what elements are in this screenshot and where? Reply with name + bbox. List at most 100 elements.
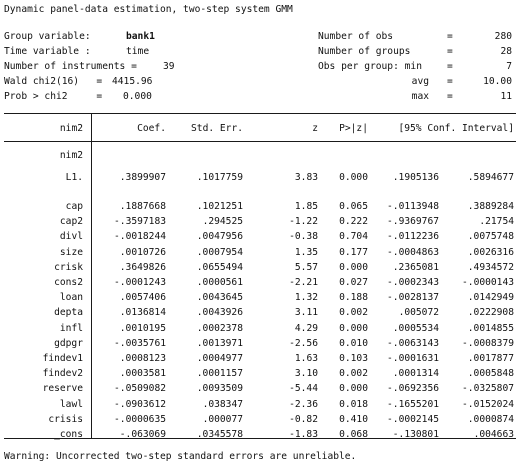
table-top-rule	[4, 113, 516, 114]
row-se: .0004977	[196, 353, 243, 364]
row-name: findev2	[42, 368, 83, 380]
row-se: .0043645	[196, 292, 243, 304]
row-p: 0.000	[339, 383, 368, 395]
row-ci-lower: -.0002343	[387, 277, 439, 288]
row-se: .0345578	[196, 429, 243, 440]
col-p: P>|z|	[339, 123, 368, 134]
row-z: 1.85	[294, 201, 318, 212]
row-coef: -.3597183	[114, 216, 166, 228]
row-name: gdpgr	[54, 337, 83, 349]
row-se: .1021251	[196, 201, 243, 212]
table-header-rule	[4, 141, 516, 142]
row-se: .038347	[202, 398, 243, 410]
row-ci-lower: .0005534	[392, 322, 439, 334]
row-ci-lower: .0001314	[392, 368, 439, 380]
row-name: loan	[59, 292, 83, 304]
row-coef: -.0903612	[114, 398, 166, 410]
col-z: z	[312, 123, 318, 134]
wald-value: 4415.96	[112, 76, 153, 87]
row-name: cap	[65, 201, 83, 212]
ngroups-label: Number of groups	[318, 46, 411, 57]
row-name: cons2	[54, 277, 83, 288]
row-ci-upper: .21754	[479, 216, 514, 228]
row-z: 3.83	[294, 172, 318, 183]
row-p: 0.065	[339, 201, 368, 212]
row-ci-lower: -.0113948	[387, 201, 439, 212]
row-ci-upper: -.0000143	[462, 277, 514, 288]
nobs-label: Number of obs	[318, 31, 394, 42]
row-p: 0.222	[339, 216, 368, 228]
time-variable-value: time	[126, 46, 150, 57]
row-ci-upper: .0017877	[467, 353, 514, 364]
row-ci-lower: -.0028137	[387, 292, 439, 304]
row-name: divl	[59, 231, 83, 243]
row-ci-upper: .0075748	[467, 231, 514, 243]
group-variable-value: bank1	[126, 31, 155, 42]
row-coef: .0136814	[119, 307, 166, 319]
row-se: .0007954	[196, 246, 243, 258]
row-coef: -.0000635	[114, 413, 166, 425]
row-se: .0043926	[196, 307, 243, 319]
time-variable-label: Time variable :	[4, 46, 91, 57]
row-se: .0655494	[196, 261, 243, 273]
row-p: 0.177	[339, 246, 368, 258]
row-name: _cons	[54, 429, 83, 440]
row-ci-lower: .2365081	[392, 261, 439, 273]
row-p: 0.027	[339, 277, 368, 288]
row-name: reserve	[42, 383, 83, 395]
row-z: -2.36	[289, 398, 318, 410]
nobs-eq: =	[447, 31, 453, 42]
row-z: -1.22	[289, 216, 318, 228]
obs-max-label: max	[411, 91, 429, 102]
obs-min-label: Obs per group: min	[318, 61, 422, 72]
row-p: 0.068	[339, 429, 368, 440]
obs-avg-eq: =	[447, 76, 453, 87]
row-z: 3.10	[294, 368, 318, 380]
row-z: 1.63	[294, 353, 318, 364]
row-se: .0001157	[196, 368, 243, 380]
obs-min-value: 7	[506, 61, 512, 72]
row-z: 4.29	[294, 322, 318, 334]
row-z: 3.11	[294, 307, 318, 319]
row-name: depta	[54, 307, 83, 319]
row-ci-lower: .1905136	[392, 172, 439, 183]
row-ci-lower: -.0004863	[387, 246, 439, 258]
row-coef: -.0509082	[114, 383, 166, 395]
row-z: -1.83	[289, 429, 318, 440]
obs-min-eq: =	[447, 61, 453, 72]
row-z: -0.38	[289, 231, 318, 243]
row-ci-upper: .0005848	[467, 368, 514, 380]
row-z: 5.57	[294, 261, 318, 273]
row-name: crisk	[54, 261, 83, 273]
row-se: .0013971	[196, 337, 243, 349]
row-ci-upper: .4934572	[467, 261, 514, 273]
nobs-value: 280	[494, 31, 512, 42]
row-coef: .0057406	[119, 292, 166, 304]
row-ci-lower: -.0063143	[387, 337, 439, 349]
row-ci-upper: .3889284	[467, 201, 514, 212]
row-coef: .1887668	[119, 201, 166, 212]
row-coef: .0010726	[119, 246, 166, 258]
row-coef: -.0035761	[114, 337, 166, 349]
row-p: 0.002	[339, 368, 368, 380]
row-z: -2.21	[289, 277, 318, 288]
row-name: findev1	[42, 353, 83, 364]
table-bottom-rule	[4, 438, 516, 439]
col-ci: [95% Conf. Interval]	[398, 123, 514, 134]
row-p: 0.103	[339, 353, 368, 364]
warning-message: Warning: Uncorrected two-step standard e…	[4, 451, 357, 462]
row-ci-lower: -.1655201	[387, 398, 439, 410]
row-coef: .0003581	[119, 368, 166, 380]
row-z: -0.82	[289, 413, 318, 425]
row-coef: -.0018244	[114, 231, 166, 243]
prob-label: Prob > chi2 =	[4, 91, 103, 102]
ngroups-eq: =	[447, 46, 453, 57]
row-ci-upper: -.0325807	[462, 383, 514, 395]
row-p: 0.010	[339, 337, 368, 349]
row-ci-lower: -.0002145	[387, 413, 439, 425]
row-ci-upper: .0000874	[467, 413, 514, 425]
section-label: nim2	[59, 150, 83, 161]
col-coef: Coef.	[137, 123, 166, 134]
row-z: -2.56	[289, 337, 318, 349]
row-z: 1.32	[294, 292, 318, 304]
